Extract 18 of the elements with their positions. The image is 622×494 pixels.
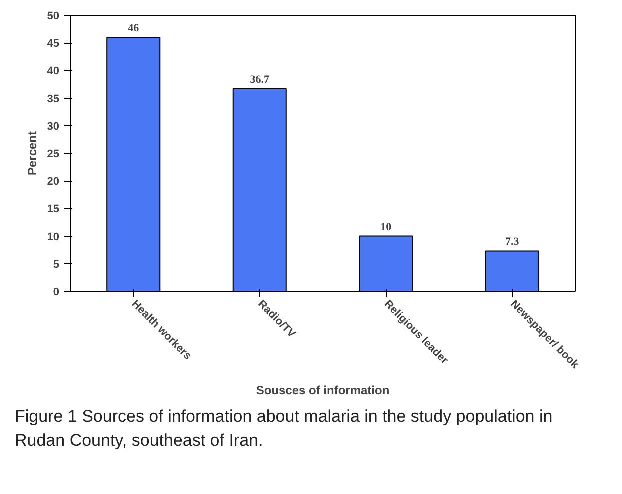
caption: Figure 1 Sources of information about malaria in the study population in Rudan County, southeast of Iran. <box>15 406 554 452</box>
data-label: 46 <box>128 22 140 35</box>
y-tick-label: 40 <box>47 66 60 78</box>
data-label: 36.7 <box>250 74 270 86</box>
y-tick-label: 35 <box>47 93 60 106</box>
y-tick-label: 45 <box>47 38 60 50</box>
y-tick-label: 50 <box>47 10 60 22</box>
data-label: 10 <box>380 221 392 234</box>
y-tick-label: 10 <box>47 231 60 244</box>
y-tick-label: 20 <box>47 176 60 188</box>
y-tick-label: 15 <box>47 204 60 216</box>
y-axis-title: Percent <box>25 131 40 176</box>
y-tick-label: 25 <box>47 148 60 160</box>
y-tick-label: 30 <box>47 120 60 133</box>
data-label: 7.3 <box>506 236 520 248</box>
y-tick-label: 5 <box>53 258 60 271</box>
x-axis-title: Sousces of information <box>256 383 390 398</box>
y-tick-label: 0 <box>53 286 60 298</box>
